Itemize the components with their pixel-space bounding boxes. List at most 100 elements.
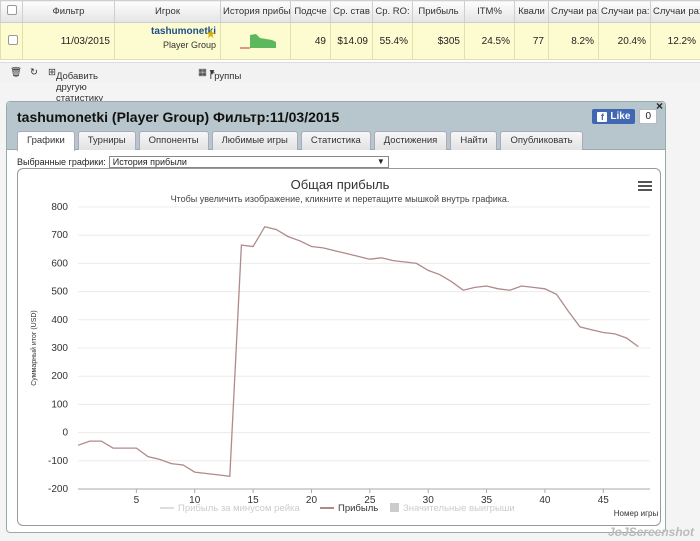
player-dialog: tashumonetki (Player Group) Фильтр:11/03… [6, 99, 666, 533]
dialog-tabs: Графики Турниры Оппоненты Любимые игры С… [17, 131, 583, 151]
player-group: Player Group [162, 40, 216, 50]
table-row[interactable]: 11/03/2015 tashumonetki Player Group ★ 4… [0, 22, 700, 60]
stats-table: Фильтр Игрок История прибы Подсче Ср. ст… [0, 0, 700, 60]
legend-marker-big-wins [390, 503, 399, 512]
x-tick-label: 40 [539, 495, 551, 506]
x-tick-label: 30 [423, 495, 435, 506]
col-header-count[interactable]: Подсче [290, 0, 331, 23]
add-stats-label: Добавить другую статистику [55, 71, 104, 104]
y-tick-label: -200 [48, 484, 68, 495]
chart-select[interactable]: История прибыли ▼ [108, 156, 389, 168]
series-line-profit [77, 225, 639, 478]
chart-subtitle: Чтобы увеличить изображение, кликните и … [171, 194, 510, 204]
col-header-history[interactable]: История прибы [220, 0, 291, 23]
y-tick-label: 200 [51, 371, 68, 382]
col-header-qual[interactable]: Квали [514, 0, 549, 23]
y-axis-label: Суммарный итог (USD) [30, 310, 38, 386]
trash-icon[interactable]: 🗑 [10, 67, 23, 78]
y-tick-label: 600 [51, 258, 68, 269]
cell-case3: 12.2% [650, 22, 700, 60]
y-tick-label: 800 [51, 202, 68, 213]
profit-chart[interactable]: Общая прибыль Чтобы увеличить изображение… [18, 169, 661, 526]
cell-itm: 24.5% [464, 22, 515, 60]
groups-label: Группы [209, 71, 242, 82]
chart-frame[interactable]: Общая прибыль Чтобы увеличить изображение… [17, 168, 661, 526]
add-stats-button[interactable]: ⊞ Добавить другую статистику [48, 67, 104, 104]
fb-like-button[interactable]: f Like [592, 109, 636, 124]
chart-selector-label: Выбранные графики: [17, 157, 106, 167]
player-name-link[interactable]: tashumonetki [150, 26, 216, 37]
stats-table-panel: Фильтр Игрок История прибы Подсче Ср. ст… [0, 0, 700, 104]
x-tick-label: 15 [248, 495, 260, 506]
table-toolbar: 🗑 ↻ ⊞ Добавить другую статистику ▦ Групп… [0, 62, 700, 104]
cell-player: tashumonetki Player Group ★ [114, 22, 221, 60]
tab-opponents[interactable]: Оппоненты [138, 131, 209, 150]
tab-publish[interactable]: Опубликовать [500, 131, 583, 150]
col-header-profit[interactable]: Прибыль [412, 0, 465, 23]
fb-like-widget[interactable]: f Like 0 [592, 109, 657, 124]
sparkline-chart[interactable] [236, 30, 286, 50]
x-tick-label: 35 [481, 495, 493, 506]
legend-item-profit: Прибыль [338, 503, 378, 514]
legend-item-big-wins: Значительные выигрыши [403, 503, 515, 514]
menu-icon [638, 189, 652, 191]
dropdown-arrow-icon: ▼ [376, 157, 385, 166]
cell-avg-roi: 55.4% [372, 22, 413, 60]
cell-case2: 20.4% [598, 22, 651, 60]
col-header-player[interactable]: Игрок [114, 0, 221, 23]
watermark: JoJScreenshot [607, 525, 694, 539]
chart-selector: Выбранные графики: История прибыли ▼ [17, 156, 389, 168]
tab-achievements[interactable]: Достижения [373, 131, 448, 150]
tab-favorite-games[interactable]: Любимые игры [211, 131, 298, 150]
facebook-icon: f [597, 111, 608, 122]
x-tick-label: 5 [134, 495, 140, 506]
legend-item-rake: Прибыль за минусом рейка [178, 503, 300, 514]
tab-tournaments[interactable]: Турниры [77, 131, 136, 150]
tab-charts[interactable]: Графики [17, 131, 75, 151]
col-header-case3[interactable]: Случаи ра: [650, 0, 700, 23]
menu-icon [638, 181, 652, 183]
y-tick-label: 0 [62, 428, 68, 439]
menu-icon [638, 185, 652, 187]
col-header-filter[interactable]: Фильтр [22, 0, 115, 23]
x-tick-label: 45 [598, 495, 610, 506]
col-header-avg-stake[interactable]: Ср. став [330, 0, 373, 23]
col-header-avg-roi[interactable]: Ср. RO: [372, 0, 413, 23]
y-tick-label: 400 [51, 315, 68, 326]
y-tick-label: 300 [51, 343, 68, 354]
cell-profit: $305 [412, 22, 465, 60]
col-header-itm[interactable]: ITM% [464, 0, 515, 23]
star-icon[interactable]: ★ [205, 27, 216, 41]
y-tick-label: 700 [51, 230, 68, 241]
dialog-title: tashumonetki (Player Group) Фильтр:11/03… [17, 109, 340, 125]
checkbox-icon[interactable] [8, 34, 18, 45]
row-select[interactable] [0, 22, 23, 60]
x-tick-label: 20 [306, 495, 318, 506]
checkbox-icon[interactable] [6, 5, 17, 15]
cell-qual: 77 [514, 22, 549, 60]
x-tick-label: 25 [364, 495, 376, 506]
y-tick-label: 100 [51, 399, 68, 410]
cell-case1: 8.2% [548, 22, 599, 60]
header-select-all[interactable] [0, 0, 23, 23]
tab-statistics[interactable]: Статистика [300, 131, 371, 150]
y-tick-label: 500 [51, 287, 68, 298]
cell-sparkline[interactable] [220, 22, 291, 60]
cell-count: 49 [290, 22, 331, 60]
tab-find[interactable]: Найти [450, 131, 498, 150]
col-header-case2[interactable]: Случаи ра: [598, 0, 651, 23]
fb-like-label: Like [610, 111, 631, 122]
col-header-case1[interactable]: Случаи ра: [548, 0, 599, 23]
dialog-header: tashumonetki (Player Group) Фильтр:11/03… [7, 99, 665, 151]
chart-title: Общая прибыль [291, 177, 390, 192]
cell-avg-stake: $14.09 [330, 22, 373, 60]
refresh-icon[interactable]: ↻ [30, 67, 38, 78]
fb-like-count: 0 [639, 109, 657, 124]
cell-date: 11/03/2015 [22, 22, 115, 60]
close-icon[interactable]: × [655, 99, 663, 113]
x-tick-label: 10 [189, 495, 201, 506]
table-header-row: Фильтр Игрок История прибы Подсче Ср. ст… [0, 0, 700, 23]
groups-dropdown[interactable]: ▦ Группы ▾ [198, 67, 242, 82]
chart-select-value: История прибыли [112, 157, 187, 167]
y-tick-label: -100 [48, 456, 68, 467]
